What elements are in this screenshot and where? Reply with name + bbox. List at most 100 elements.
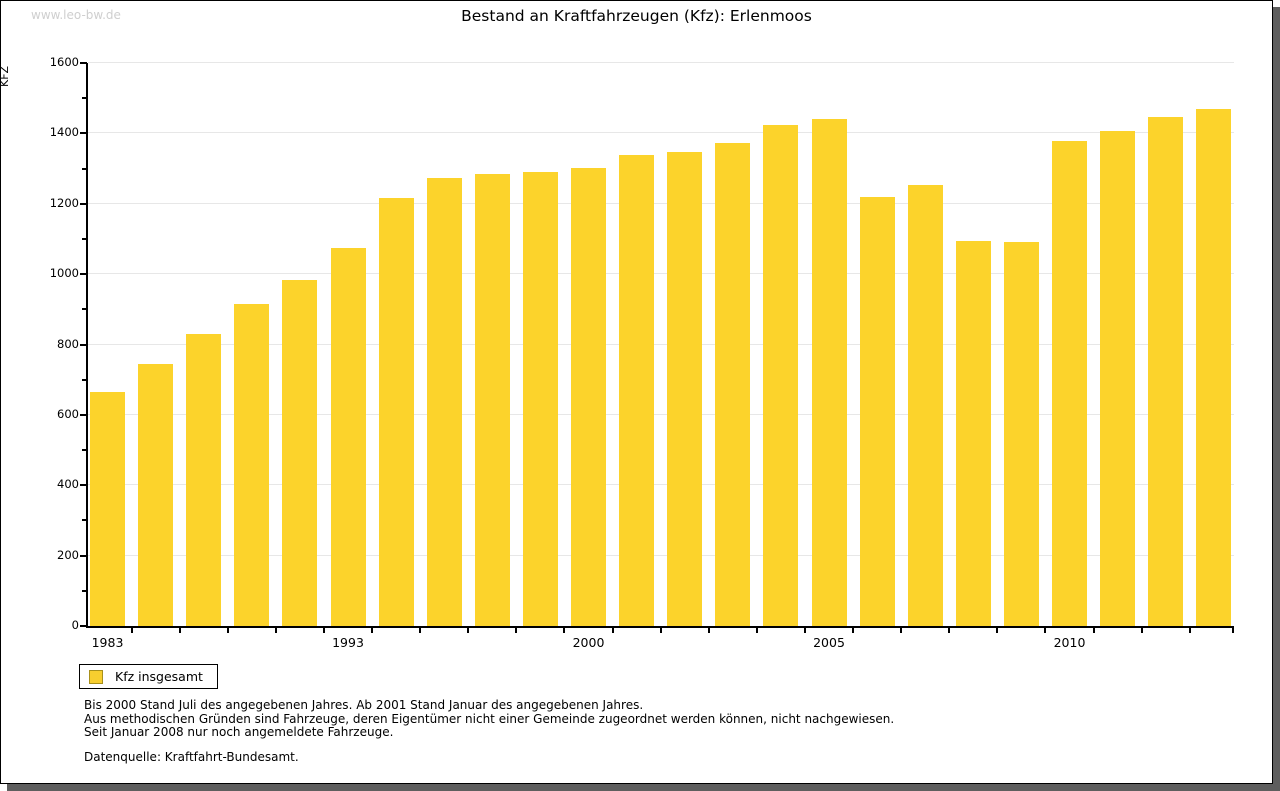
chart-title: Bestand an Kraftfahrzeugen (Kfz): Erlenm… — [461, 7, 812, 25]
x-tick — [467, 628, 470, 633]
y-tick-label: 0 — [71, 618, 79, 632]
data-source: Datenquelle: Kraftfahrt-Bundesamt. — [84, 750, 299, 764]
y-major-tick — [80, 343, 87, 346]
gridline — [88, 343, 1234, 345]
gridline — [88, 273, 1234, 275]
y-tick-label: 600 — [57, 406, 79, 421]
y-major-tick — [80, 132, 87, 135]
y-axis-title: KFZ — [0, 65, 11, 87]
y-tick-label: 1600 — [49, 55, 79, 69]
x-tick-label: 1993 — [332, 635, 364, 650]
x-tick — [274, 628, 277, 633]
bar — [955, 241, 991, 626]
bar — [474, 173, 510, 626]
y-minor-tick — [82, 378, 87, 381]
legend-label: Kfz insgesamt — [115, 669, 203, 684]
gridline — [88, 484, 1234, 486]
y-tick-label: 1200 — [49, 195, 79, 210]
y-tick-label: 400 — [57, 477, 79, 492]
bar — [1003, 242, 1039, 626]
bar — [138, 363, 174, 626]
y-minor-tick — [82, 97, 87, 100]
y-major-tick — [80, 625, 87, 627]
y-minor-tick — [82, 449, 87, 452]
y-major-tick — [80, 273, 87, 276]
y-tick-label: 200 — [57, 547, 79, 562]
x-tick — [707, 628, 710, 633]
bar — [571, 167, 606, 626]
x-tick — [996, 628, 999, 633]
x-tick — [515, 628, 518, 633]
bar — [186, 333, 222, 626]
bar — [378, 198, 414, 626]
bar — [90, 392, 125, 626]
bar — [1148, 117, 1184, 626]
bar — [426, 178, 462, 626]
gridline — [88, 62, 1234, 63]
legend-box: Kfz insgesamt — [79, 664, 218, 689]
x-tick-label: 1983 — [91, 635, 124, 650]
y-minor-tick — [82, 237, 87, 240]
gridline — [88, 554, 1234, 556]
y-tick-label: 1400 — [49, 125, 79, 140]
x-tick-label: 2000 — [572, 635, 605, 650]
x-tick — [659, 628, 662, 633]
y-tick-label: 800 — [57, 336, 79, 351]
y-minor-tick — [82, 589, 87, 592]
x-tick — [803, 628, 806, 633]
x-tick — [1140, 628, 1143, 633]
x-tick — [1044, 628, 1047, 633]
y-major-tick — [80, 62, 87, 64]
watermark: www.leo-bw.de — [31, 8, 121, 22]
y-major-tick — [80, 202, 87, 205]
x-tick — [226, 628, 229, 633]
bar — [667, 152, 703, 626]
footnote-line-2: Aus methodischen Gründen sind Fahrzeuge,… — [84, 711, 895, 726]
bar — [715, 142, 751, 626]
bar — [330, 247, 366, 626]
x-tick — [900, 628, 903, 633]
x-tick — [1232, 628, 1234, 633]
footnote-line-3: Seit Januar 2008 nur noch angemeldete Fa… — [84, 725, 394, 739]
x-tick — [563, 628, 566, 633]
y-major-tick — [80, 484, 87, 487]
y-minor-tick — [82, 519, 87, 522]
x-tick-label: 2005 — [813, 635, 845, 650]
x-tick — [852, 628, 855, 633]
bar — [907, 185, 943, 626]
y-minor-tick — [82, 308, 87, 311]
x-tick — [1092, 628, 1095, 633]
x-tick-label: 2010 — [1053, 635, 1086, 650]
x-tick — [755, 628, 758, 633]
gridline — [88, 413, 1234, 415]
y-major-tick — [80, 554, 87, 557]
bar — [859, 197, 895, 626]
y-minor-tick — [82, 167, 87, 170]
x-tick — [1188, 628, 1191, 633]
y-major-tick — [80, 413, 87, 416]
x-tick — [419, 628, 422, 633]
bar — [1100, 131, 1136, 626]
legend-swatch-icon — [89, 669, 103, 684]
x-tick — [130, 628, 133, 633]
bar — [811, 118, 847, 626]
bar — [1196, 109, 1232, 626]
x-tick — [948, 628, 951, 633]
bar — [282, 280, 318, 626]
x-tick — [611, 628, 614, 633]
footnote-line-1: Bis 2000 Stand Juli des angegebenen Jahr… — [84, 698, 644, 712]
footnotes: Bis 2000 Stand Juli des angegebenen Jahr… — [84, 698, 895, 740]
bar — [1052, 140, 1087, 626]
bar — [522, 172, 558, 626]
gridline — [88, 132, 1234, 134]
bar — [234, 304, 270, 626]
bar — [619, 154, 655, 626]
y-tick-label: 1000 — [49, 266, 79, 281]
x-tick — [371, 628, 374, 633]
x-tick — [322, 628, 325, 633]
plot-area: 0 200 400 600 800 1000 1200 1400 1600 1983 1993 200… — [50, 55, 1234, 650]
bar — [763, 124, 799, 626]
gridline — [88, 202, 1234, 204]
